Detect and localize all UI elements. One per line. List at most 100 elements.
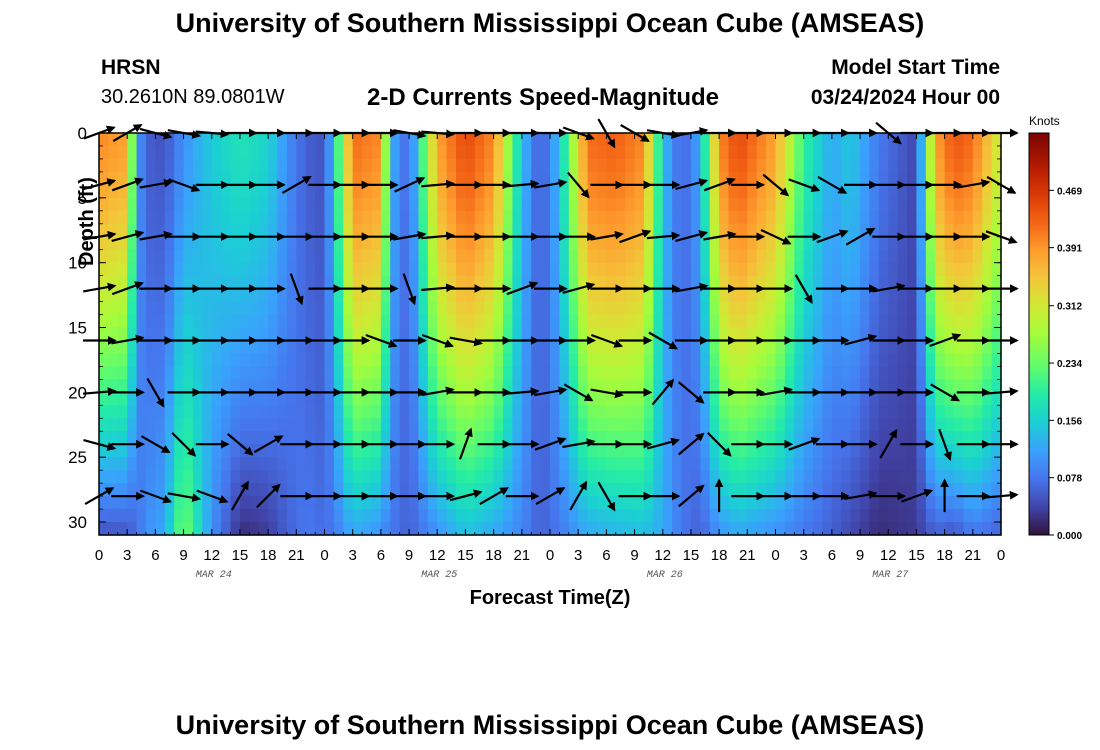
heatmap-cell (249, 301, 260, 316)
heatmap-cell (700, 392, 711, 406)
heatmap-cell (333, 133, 344, 147)
heatmap-cell (803, 470, 814, 484)
heatmap-cell (775, 509, 786, 523)
heatmap-cell (155, 262, 166, 277)
heatmap-cell (963, 470, 974, 484)
heatmap-cell (174, 210, 185, 225)
heatmap-cell (117, 353, 128, 368)
heatmap-cell (277, 496, 288, 510)
heatmap-cell (794, 158, 805, 173)
heatmap-cell (277, 366, 288, 380)
heatmap-cell (690, 509, 701, 523)
heatmap-cell (531, 366, 542, 380)
heatmap-cell (897, 379, 908, 393)
heatmap-cell (719, 197, 730, 212)
heatmap-cell (493, 158, 504, 173)
heatmap-cell (343, 340, 354, 355)
heatmap-cell (211, 133, 222, 147)
heatmap-cell (916, 340, 927, 355)
heatmap-cell (747, 145, 758, 160)
heatmap-cell (446, 275, 457, 290)
heatmap-cell (362, 249, 373, 264)
heatmap-cell (258, 444, 269, 458)
heatmap-cell (681, 145, 692, 160)
heatmap-cell (456, 210, 467, 225)
heatmap-cell (719, 405, 730, 419)
heatmap-cell (437, 470, 448, 484)
heatmap-cell (662, 262, 673, 277)
heatmap-cell (192, 197, 203, 212)
heatmap-cell (803, 158, 814, 173)
heatmap-cell (813, 249, 824, 264)
heatmap-cell (690, 210, 701, 225)
heatmap-cell (747, 509, 758, 523)
heatmap-cell (756, 262, 767, 277)
heatmap-cell (399, 288, 410, 303)
heatmap-cell (831, 509, 842, 523)
heatmap-cell (888, 470, 899, 484)
heatmap-cell (211, 444, 222, 458)
heatmap-cell (484, 236, 495, 251)
heatmap-cell (803, 405, 814, 419)
heatmap-cell (803, 392, 814, 406)
heatmap-cell (540, 444, 551, 458)
heatmap-cell (615, 405, 626, 419)
heatmap-cell (380, 470, 391, 484)
heatmap-cell (399, 262, 410, 277)
heatmap-cell (850, 509, 861, 523)
heatmap-cell (822, 444, 833, 458)
heatmap-cell (108, 275, 119, 290)
colorbar-tick-label: 0.391 (1057, 244, 1082, 255)
heatmap-cell (831, 133, 842, 147)
heatmap-cell (117, 418, 128, 432)
heatmap-cell (662, 145, 673, 160)
heatmap-cell (202, 509, 213, 523)
heatmap-cell (540, 288, 551, 303)
x-tick-label: 18 (485, 547, 502, 564)
heatmap-cell (907, 327, 918, 342)
heatmap-cell (474, 392, 485, 406)
heatmap-cell (860, 366, 871, 380)
heatmap-cell (954, 288, 965, 303)
heatmap-cell (822, 236, 833, 251)
heatmap-cell (578, 366, 589, 380)
heatmap-cell (991, 418, 1002, 432)
heatmap-cell (239, 133, 250, 147)
heatmap-cell (352, 496, 363, 510)
heatmap-cell (211, 431, 222, 445)
heatmap-cell (681, 457, 692, 471)
heatmap-cell (568, 301, 579, 316)
heatmap-cell (409, 483, 420, 497)
heatmap-cell (427, 457, 438, 471)
heatmap-cell (869, 133, 880, 147)
heatmap-cell (550, 133, 560, 147)
heatmap-cell (587, 431, 598, 445)
heatmap-cell (503, 431, 514, 445)
heatmap-cell (437, 236, 448, 251)
x-tick-label: 3 (800, 547, 808, 564)
heatmap-cell (869, 483, 880, 497)
heatmap-cell (456, 197, 467, 212)
heatmap-cell (615, 366, 626, 380)
heatmap-cell (268, 366, 279, 380)
heatmap-cell (117, 262, 128, 277)
heatmap-cell (878, 197, 889, 212)
x-tick-label: 3 (123, 547, 131, 564)
heatmap-cell (700, 405, 711, 419)
heatmap-cell (239, 522, 250, 536)
heatmap-cell (484, 275, 495, 290)
heatmap-cell (925, 496, 936, 510)
heatmap-cell (831, 353, 842, 368)
heatmap-cell (747, 418, 758, 432)
heatmap-cell (286, 470, 297, 484)
heatmap-cell (296, 470, 307, 484)
current-vector (844, 490, 878, 500)
heatmap-cell (559, 197, 570, 212)
heatmap-cell (371, 509, 382, 523)
heatmap-cell (99, 496, 109, 510)
heatmap-cell (380, 392, 391, 406)
current-vector (929, 333, 962, 348)
heatmap-cell (286, 184, 297, 199)
heatmap-cell (418, 145, 429, 160)
heatmap-cell (371, 275, 382, 290)
